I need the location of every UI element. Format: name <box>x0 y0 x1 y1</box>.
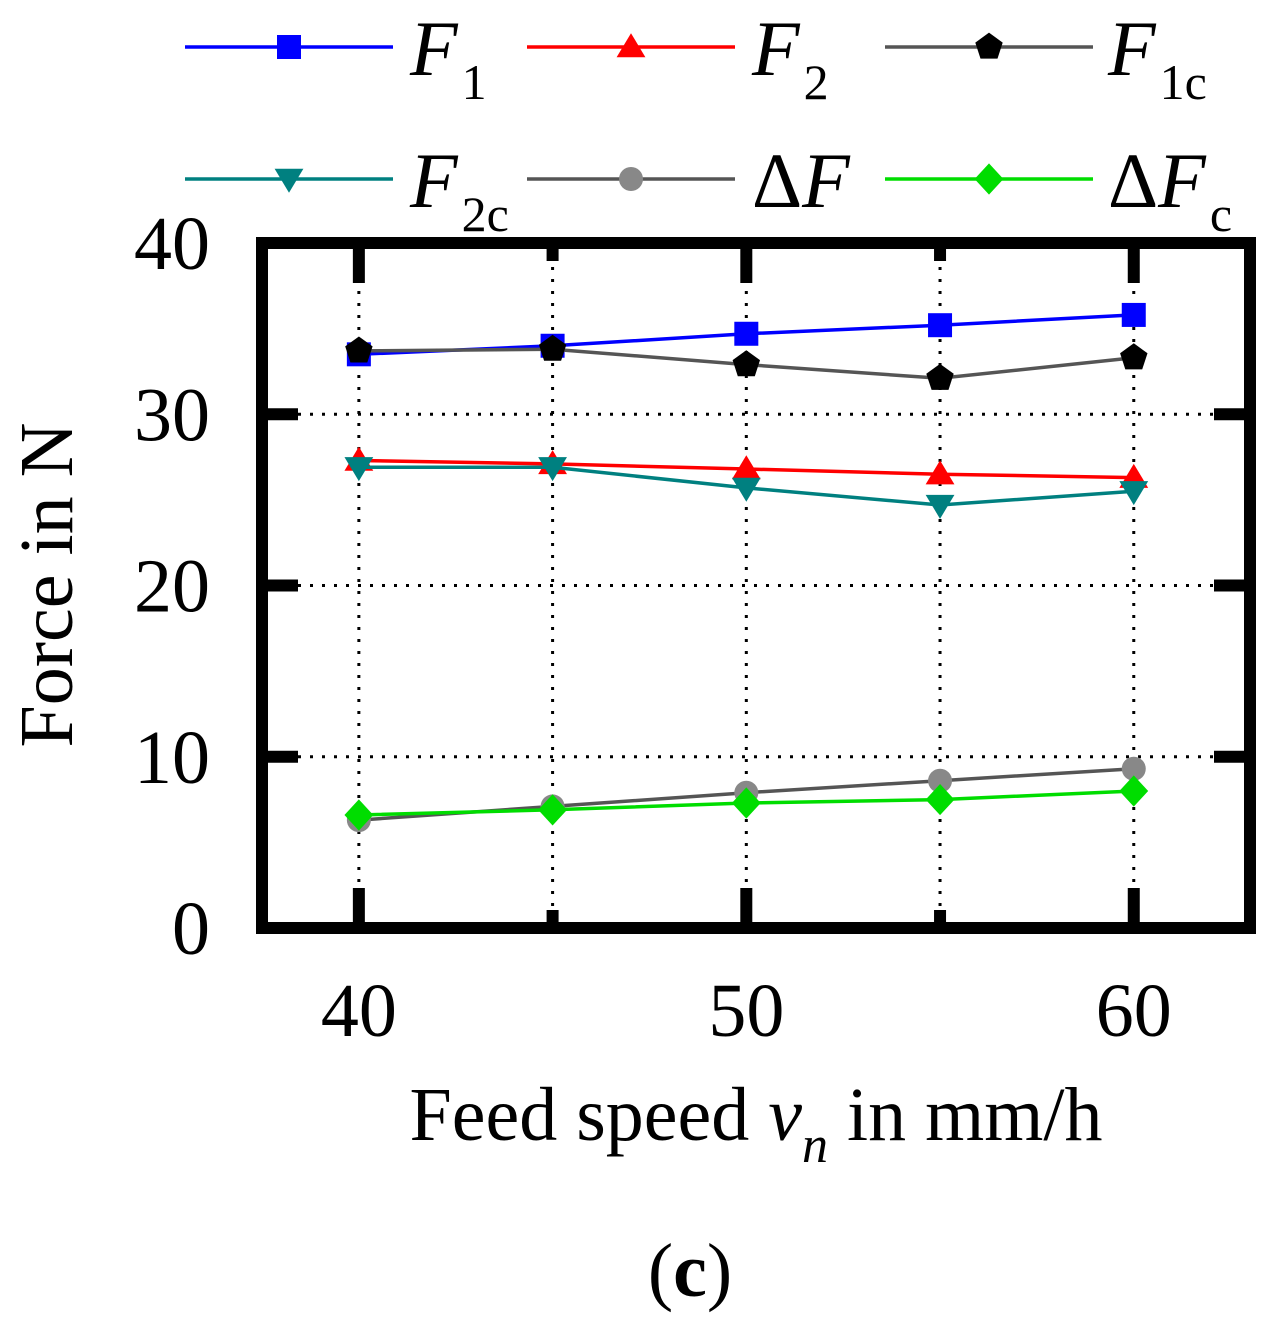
legend-item-F2c: F2c <box>185 137 509 242</box>
legend-item-dFc: ΔFc <box>885 137 1232 242</box>
legend-label-F1c: F1c <box>1107 5 1207 110</box>
point-F1c-60 <box>1120 343 1148 370</box>
point-F1c-60-shape <box>1120 343 1148 370</box>
series-F2c <box>344 457 1149 519</box>
point-dF-60-shape <box>1121 756 1146 781</box>
legend-marker-F2c-shape <box>274 168 304 193</box>
legend-marker-F1-shape <box>277 35 301 59</box>
legend-label-F2c: F2c <box>409 137 509 242</box>
legend-marker-dFc-shape <box>974 163 1004 195</box>
point-dFc-60-shape <box>1119 775 1149 807</box>
point-F2-55 <box>925 460 955 485</box>
point-F1c-40 <box>345 336 373 363</box>
point-F1c-45-shape <box>538 334 567 361</box>
point-F1-50 <box>734 321 759 346</box>
point-F1c-50-shape <box>732 350 760 377</box>
point-F2-55-shape <box>925 460 955 485</box>
point-F2c-60-shape <box>1119 481 1149 506</box>
legend-marker-F2 <box>616 33 646 58</box>
point-dFc-60 <box>1119 775 1149 807</box>
legend-marker-F1c-shape <box>975 32 1003 59</box>
legend-item-dF: ΔF <box>527 137 851 224</box>
legend-marker-F2c <box>274 168 304 193</box>
point-F2c-55-shape <box>925 494 955 519</box>
legend-marker-dF <box>619 167 643 191</box>
legend-marker-F1c <box>975 32 1003 59</box>
point-dF-55-shape <box>928 768 953 793</box>
point-F2c-55 <box>925 494 955 519</box>
legend-label-dFc: ΔFc <box>1108 137 1232 242</box>
legend-item-F1: F1 <box>185 5 487 110</box>
point-F1-60-shape <box>1121 302 1146 327</box>
y-tick-label-40: 40 <box>134 202 210 286</box>
legend-label-F2: F2 <box>751 5 829 110</box>
point-F2c-50 <box>731 477 761 502</box>
point-F1c-45 <box>538 334 567 361</box>
point-F2c-40-shape <box>344 457 374 482</box>
y-tick-label-20: 20 <box>134 545 210 629</box>
grid-lines <box>262 243 1250 928</box>
legend-marker-F2-shape <box>616 33 646 58</box>
point-dFc-55 <box>925 783 955 816</box>
point-dF-60 <box>1121 756 1146 781</box>
legend-label-F1: F1 <box>409 5 487 110</box>
x-tick-label-40: 40 <box>321 969 397 1053</box>
point-F2c-50-shape <box>731 477 761 502</box>
point-F1-55-shape <box>928 313 953 338</box>
point-dFc-40-shape <box>344 799 374 831</box>
series-dFc <box>344 775 1149 831</box>
point-F1-50-shape <box>734 321 759 346</box>
point-F2-50 <box>731 455 761 480</box>
point-F1c-55-shape <box>926 363 954 390</box>
point-dFc-40 <box>344 799 374 831</box>
legend-marker-F1 <box>277 35 301 59</box>
point-F1c-55 <box>926 363 954 390</box>
point-F2c-60 <box>1119 481 1149 506</box>
point-F1c-40-shape <box>345 336 373 363</box>
point-dF-55 <box>928 768 953 793</box>
point-F1-60 <box>1121 302 1146 327</box>
x-axis-title: Feed speed vn in mm/h <box>410 1073 1103 1174</box>
point-F1-55 <box>928 313 953 338</box>
axis-ticks: 0 10 20 30 40 40 50 60 <box>134 202 1250 1053</box>
y-tick-label-0: 0 <box>172 887 210 971</box>
y-tick-label-10: 10 <box>134 716 210 800</box>
series-F1c <box>345 334 1148 390</box>
legend-marker-dF-shape <box>619 167 643 191</box>
point-F1c-50 <box>732 350 760 377</box>
point-F2c-45 <box>538 457 567 482</box>
x-tick-label-60: 60 <box>1096 969 1172 1053</box>
legend: F1 F2 F1c F2c ΔF ΔFc <box>185 5 1232 242</box>
point-dFc-50-shape <box>731 787 761 819</box>
point-dFc-45 <box>538 794 567 826</box>
point-dFc-45-shape <box>538 794 567 826</box>
legend-item-F1c: F1c <box>885 5 1207 110</box>
point-F2-50-shape <box>731 455 761 480</box>
legend-marker-dFc <box>974 163 1004 195</box>
panel-label: (c) <box>648 1229 732 1313</box>
point-dFc-50 <box>731 787 761 819</box>
point-F2c-45-shape <box>538 457 567 482</box>
legend-item-F2: F2 <box>527 5 829 110</box>
y-tick-label-30: 30 <box>134 373 210 457</box>
legend-label-dF: ΔF <box>752 137 851 224</box>
point-F2c-40 <box>344 457 374 482</box>
point-dFc-55-shape <box>925 783 955 816</box>
data-series <box>344 302 1149 833</box>
x-tick-label-50: 50 <box>708 969 784 1053</box>
y-axis-title: Force in N <box>5 422 89 747</box>
